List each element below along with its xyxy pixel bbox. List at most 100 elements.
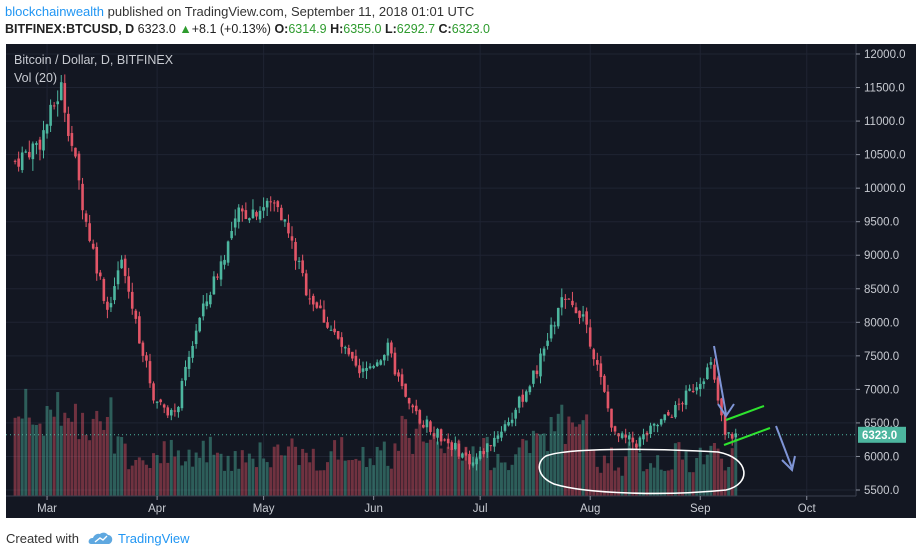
volume-bar bbox=[233, 451, 237, 496]
volume-bar bbox=[265, 462, 269, 496]
candle-body bbox=[173, 410, 177, 412]
volume-bar bbox=[588, 449, 592, 496]
volume-bar bbox=[166, 462, 170, 496]
candle-body bbox=[730, 434, 734, 439]
volume-bar bbox=[251, 458, 255, 496]
volume-bar bbox=[421, 441, 425, 496]
volume-bar bbox=[620, 475, 624, 496]
price-tick-label: 5500.0 bbox=[864, 485, 899, 497]
candles bbox=[13, 74, 738, 471]
tradingview-logo-icon[interactable] bbox=[88, 531, 114, 547]
chart-area[interactable]: 12000.0 11500.0 11000.0 10500.0 10000.0 9500.… bbox=[6, 44, 916, 518]
candle-body bbox=[464, 452, 468, 456]
volume-bar bbox=[208, 436, 212, 496]
candle-body bbox=[198, 317, 201, 332]
candle-body bbox=[226, 241, 230, 263]
candle-body bbox=[716, 377, 720, 401]
volume-bar bbox=[453, 444, 457, 496]
time-tick-label: Mar bbox=[37, 503, 57, 515]
candle-body bbox=[556, 307, 560, 327]
candle-body bbox=[354, 355, 358, 366]
grid bbox=[6, 44, 856, 496]
volume-bar bbox=[63, 412, 67, 496]
candle-body bbox=[638, 437, 642, 447]
author-link[interactable]: blockchainwealth bbox=[5, 4, 105, 19]
volume-bar bbox=[244, 462, 248, 496]
annotation-arrow-1-head bbox=[717, 403, 735, 418]
volume-bar bbox=[606, 463, 610, 496]
candle-body bbox=[283, 219, 287, 222]
volume-bar bbox=[357, 460, 361, 496]
volume-bar bbox=[347, 460, 351, 496]
volume-bar bbox=[489, 470, 493, 496]
candle-body bbox=[379, 360, 383, 365]
volume-bar bbox=[478, 455, 482, 496]
annotation-green-line-2 bbox=[723, 427, 771, 446]
volume-bar bbox=[475, 456, 479, 496]
price-chart[interactable]: 12000.0 11500.0 11000.0 10500.0 10000.0 9500.… bbox=[6, 44, 916, 518]
price-tick-label: 12000.0 bbox=[864, 49, 906, 61]
candle-body bbox=[162, 404, 166, 408]
volume-bar bbox=[240, 450, 244, 496]
candle-body bbox=[13, 160, 17, 162]
volume-bar bbox=[304, 452, 308, 496]
candle-body bbox=[28, 151, 31, 158]
high-label: H: bbox=[330, 22, 344, 36]
volume-bar bbox=[38, 423, 42, 496]
volume-bar bbox=[553, 431, 557, 496]
candle-body bbox=[372, 366, 375, 368]
time-tick-label: Sep bbox=[690, 503, 710, 515]
candle-body bbox=[606, 391, 610, 409]
candle-body bbox=[564, 298, 567, 300]
candle-body bbox=[496, 435, 500, 439]
volume-bar bbox=[326, 462, 329, 496]
tradingview-brand[interactable]: TradingView bbox=[118, 531, 190, 546]
volume-bar bbox=[134, 459, 138, 496]
volume-bar bbox=[656, 455, 660, 496]
candle-body bbox=[588, 327, 592, 347]
candle-body bbox=[635, 443, 638, 448]
candle-body bbox=[333, 328, 336, 333]
volume-bar bbox=[290, 438, 294, 496]
price-tick-label: 8500.0 bbox=[864, 284, 899, 296]
candle-body bbox=[294, 241, 297, 261]
candle-body bbox=[223, 259, 226, 265]
volume-bar bbox=[308, 462, 312, 496]
candle-body bbox=[280, 207, 283, 221]
candle-body bbox=[138, 316, 141, 344]
volume-bar bbox=[191, 466, 195, 496]
volume-bar bbox=[567, 416, 571, 496]
candle-body bbox=[500, 431, 503, 438]
candle-body bbox=[194, 330, 198, 345]
volume-bar bbox=[730, 448, 734, 496]
candle-body bbox=[567, 298, 571, 300]
volume-bar bbox=[485, 436, 489, 496]
volume-bar bbox=[152, 453, 156, 496]
price-tick-label: 9500.0 bbox=[864, 217, 899, 229]
candle-body bbox=[471, 462, 475, 466]
candle-body bbox=[187, 356, 191, 369]
volume-bar bbox=[169, 439, 173, 496]
candle-body bbox=[262, 207, 265, 211]
candle-body bbox=[241, 208, 244, 212]
candle-body bbox=[35, 143, 38, 145]
candle-body bbox=[155, 401, 159, 403]
candle-body bbox=[77, 153, 81, 181]
candle-body bbox=[45, 124, 49, 134]
candle-body bbox=[553, 325, 556, 327]
volume-bar bbox=[670, 469, 674, 496]
time-tick-label: Apr bbox=[148, 503, 166, 515]
volume-bar bbox=[77, 439, 81, 496]
volume-bar bbox=[255, 467, 258, 496]
candle-body bbox=[233, 218, 237, 228]
volume-bar bbox=[592, 449, 596, 496]
volume-bar bbox=[27, 417, 31, 496]
volume-bar bbox=[318, 470, 322, 496]
candle-body bbox=[475, 458, 478, 465]
volume-bar bbox=[66, 418, 70, 496]
candle-body bbox=[59, 82, 63, 101]
candle-body bbox=[49, 104, 52, 126]
candle-body bbox=[361, 368, 365, 372]
candle-body bbox=[390, 342, 393, 354]
volume-bar bbox=[102, 429, 106, 496]
